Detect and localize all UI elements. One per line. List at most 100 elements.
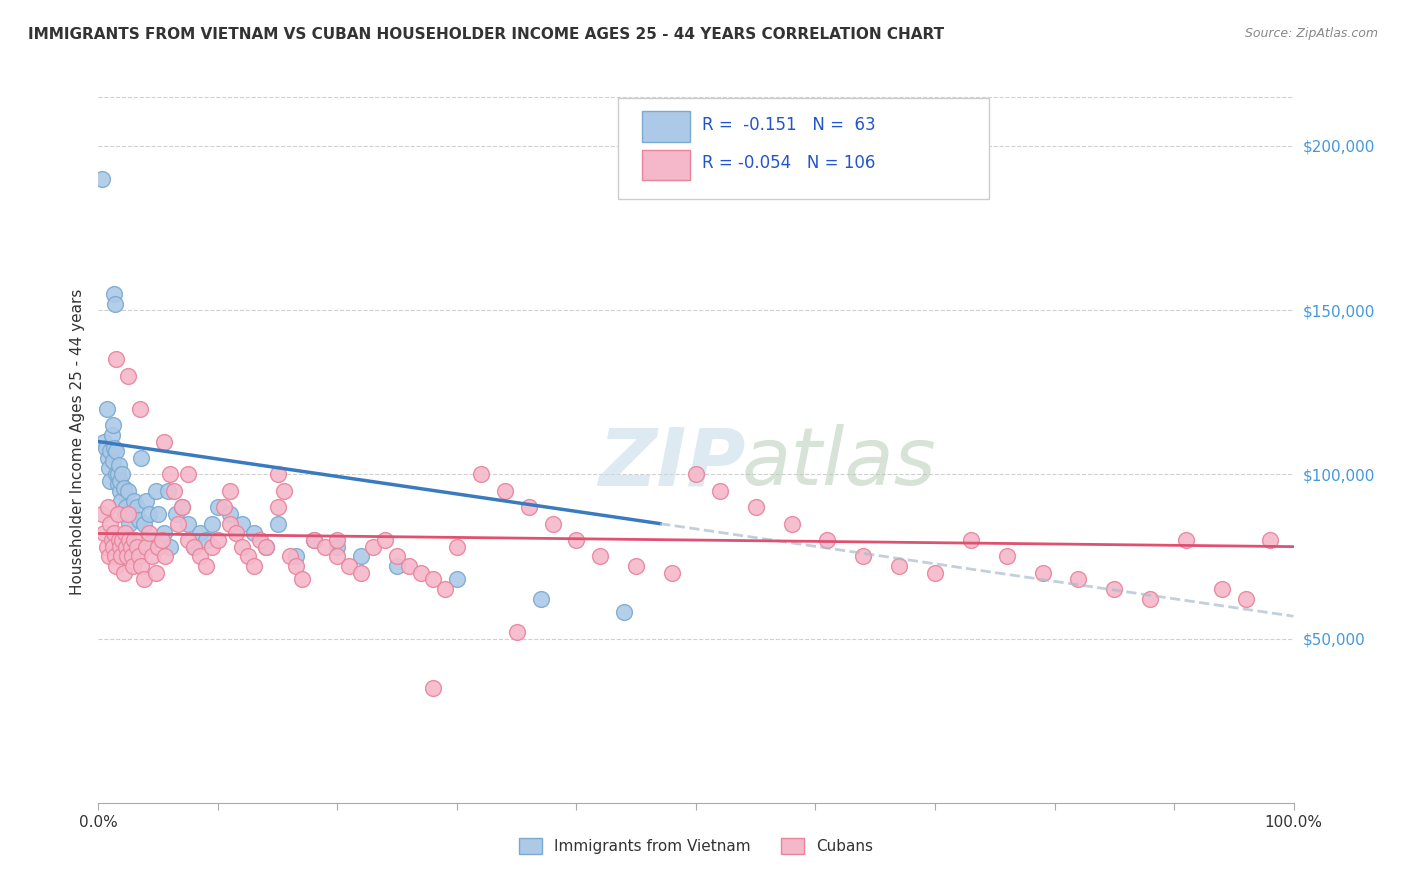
Point <box>709 483 731 498</box>
Point <box>350 566 373 580</box>
Point <box>243 559 266 574</box>
Point <box>112 566 135 580</box>
Point <box>98 460 121 475</box>
Point <box>124 493 146 508</box>
Point <box>506 625 529 640</box>
Point <box>115 540 138 554</box>
Point <box>852 549 875 564</box>
Point <box>141 533 163 547</box>
Point <box>107 458 129 472</box>
Point <box>108 540 131 554</box>
Point <box>302 533 325 547</box>
Point <box>326 549 349 564</box>
Point <box>103 441 125 455</box>
Point <box>117 507 139 521</box>
Point <box>153 434 176 449</box>
Point <box>132 516 155 531</box>
Point <box>177 516 200 531</box>
Point <box>135 540 157 554</box>
Point <box>1032 566 1054 580</box>
Point <box>398 559 420 574</box>
Point <box>236 549 259 564</box>
Point <box>145 483 167 498</box>
Point <box>225 526 247 541</box>
Point <box>470 467 492 482</box>
Point <box>108 483 131 498</box>
Point <box>924 566 946 580</box>
Point <box>284 559 307 574</box>
Point <box>434 582 457 597</box>
Point <box>422 681 444 695</box>
Point <box>219 507 242 521</box>
Point <box>118 516 141 531</box>
Text: ZIP: ZIP <box>599 425 745 502</box>
Point <box>685 467 707 482</box>
Point <box>100 533 122 547</box>
Point <box>589 549 612 564</box>
Point <box>1211 582 1233 597</box>
Point <box>107 533 129 547</box>
Text: R = -0.054   N = 106: R = -0.054 N = 106 <box>702 154 876 172</box>
Point <box>167 516 190 531</box>
Text: R =  -0.151   N =  63: R = -0.151 N = 63 <box>702 116 876 134</box>
Point <box>103 526 125 541</box>
Point <box>995 549 1018 564</box>
Point <box>1175 533 1198 547</box>
Point <box>117 368 139 383</box>
Point <box>1258 533 1281 547</box>
Text: Source: ZipAtlas.com: Source: ZipAtlas.com <box>1244 27 1378 40</box>
Point <box>201 540 224 554</box>
Point <box>124 533 146 547</box>
Point <box>1139 592 1161 607</box>
Point <box>172 500 194 515</box>
Point <box>177 467 200 482</box>
Point <box>118 533 141 547</box>
Point <box>107 477 129 491</box>
Point <box>815 533 838 547</box>
Point <box>104 549 127 564</box>
Point <box>110 493 132 508</box>
Point <box>267 467 290 482</box>
Point <box>94 441 117 455</box>
Point <box>108 474 131 488</box>
Point <box>101 540 124 554</box>
Point <box>91 507 114 521</box>
Point <box>111 467 134 482</box>
Point <box>96 401 118 416</box>
Point <box>267 500 290 515</box>
Point <box>101 454 124 468</box>
Point <box>231 516 253 531</box>
Point <box>195 533 218 547</box>
Point <box>117 483 139 498</box>
Point <box>114 507 136 521</box>
Y-axis label: Householder Income Ages 25 - 44 years: Householder Income Ages 25 - 44 years <box>69 288 84 595</box>
Point <box>115 500 138 515</box>
Point <box>530 592 553 607</box>
Point <box>98 516 122 531</box>
Point <box>188 549 211 564</box>
Point <box>165 507 187 521</box>
Point <box>207 533 229 547</box>
Point <box>114 526 136 541</box>
Point <box>93 526 115 541</box>
Point <box>183 540 205 554</box>
Point <box>115 549 138 564</box>
Point <box>131 559 153 574</box>
Point <box>243 526 266 541</box>
Point <box>135 493 157 508</box>
Point <box>291 573 314 587</box>
Point <box>105 467 128 482</box>
Point <box>207 500 229 515</box>
Point <box>122 559 145 574</box>
Point <box>302 533 325 547</box>
Point <box>172 500 194 515</box>
Point <box>177 533 200 547</box>
Point <box>889 559 911 574</box>
Point <box>183 540 205 554</box>
Point <box>385 549 409 564</box>
Point <box>105 559 128 574</box>
Point <box>101 418 124 433</box>
Point <box>284 549 307 564</box>
Point <box>249 533 271 547</box>
Point <box>148 540 170 554</box>
